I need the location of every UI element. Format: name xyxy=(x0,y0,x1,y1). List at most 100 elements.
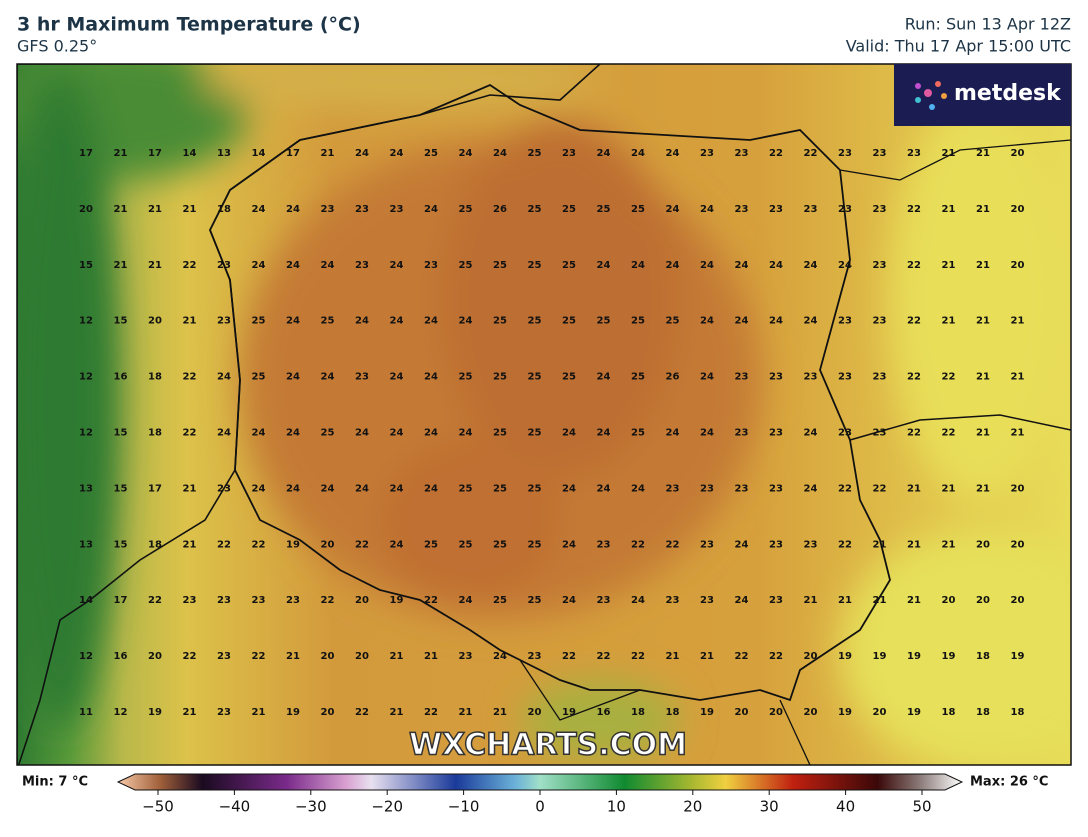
grid-value: 24 xyxy=(804,483,818,494)
grid-value: 25 xyxy=(493,260,507,271)
grid-value: 23 xyxy=(804,204,818,215)
grid-value: 23 xyxy=(735,204,749,215)
colorbar-tick-label: 10 xyxy=(607,798,626,816)
grid-value: 24 xyxy=(459,595,473,606)
grid-value: 21 xyxy=(148,260,162,271)
grid-value: 21 xyxy=(976,372,990,383)
grid-value: 15 xyxy=(114,483,128,494)
grid-value: 14 xyxy=(183,148,197,159)
grid-value: 24 xyxy=(286,428,300,439)
grid-value: 24 xyxy=(252,428,266,439)
grid-value: 21 xyxy=(976,148,990,159)
grid-value: 22 xyxy=(735,651,749,662)
grid-value: 25 xyxy=(459,539,473,550)
grid-value: 21 xyxy=(666,651,680,662)
grid-value: 21 xyxy=(976,428,990,439)
grid-value: 24 xyxy=(700,204,714,215)
grid-value: 23 xyxy=(562,148,576,159)
grid-value: 24 xyxy=(390,260,404,271)
grid-value: 12 xyxy=(79,428,93,439)
grid-value: 18 xyxy=(1011,707,1025,718)
grid-value: 24 xyxy=(631,148,645,159)
title: 3 hr Maximum Temperature (°C) xyxy=(17,14,361,36)
grid-value: 24 xyxy=(355,148,369,159)
grid-value: 23 xyxy=(528,651,542,662)
grid-value: 24 xyxy=(424,204,438,215)
grid-value: 23 xyxy=(907,148,921,159)
grid-value: 24 xyxy=(217,428,231,439)
grid-value: 21 xyxy=(700,651,714,662)
grid-value: 22 xyxy=(631,651,645,662)
grid-value: 21 xyxy=(321,148,335,159)
grid-value: 20 xyxy=(1011,204,1025,215)
grid-value: 19 xyxy=(390,595,404,606)
grid-value: 25 xyxy=(528,428,542,439)
grid-value: 23 xyxy=(666,483,680,494)
grid-value: 24 xyxy=(321,483,335,494)
grid-value: 25 xyxy=(528,204,542,215)
grid-value: 24 xyxy=(390,428,404,439)
grid-value: 20 xyxy=(321,651,335,662)
grid-value: 23 xyxy=(183,595,197,606)
grid-value: 20 xyxy=(804,707,818,718)
grid-value: 25 xyxy=(459,204,473,215)
colorbar-tick-label: 0 xyxy=(535,798,545,816)
grid-value: 13 xyxy=(79,483,93,494)
grid-value: 21 xyxy=(873,595,887,606)
grid-value: 24 xyxy=(459,148,473,159)
grid-value: 23 xyxy=(700,539,714,550)
grid-value: 22 xyxy=(873,483,887,494)
grid-value: 26 xyxy=(493,204,507,215)
grid-value: 21 xyxy=(148,204,162,215)
grid-value: 22 xyxy=(183,372,197,383)
grid-value: 22 xyxy=(424,707,438,718)
grid-value: 20 xyxy=(942,595,956,606)
grid-value: 20 xyxy=(1011,148,1025,159)
grid-value: 25 xyxy=(528,539,542,550)
colorbar-tick-label: −30 xyxy=(295,798,327,816)
grid-value: 20 xyxy=(769,707,783,718)
grid-value: 23 xyxy=(355,260,369,271)
grid-value: 21 xyxy=(942,316,956,327)
grid-value: 19 xyxy=(700,707,714,718)
grid-value: 18 xyxy=(666,707,680,718)
grid-value: 24 xyxy=(562,483,576,494)
grid-value: 18 xyxy=(148,428,162,439)
grid-value: 24 xyxy=(217,372,231,383)
grid-value: 21 xyxy=(873,539,887,550)
grid-value: 23 xyxy=(666,595,680,606)
grid-value: 24 xyxy=(804,316,818,327)
logo-icon xyxy=(915,81,947,110)
grid-value: 23 xyxy=(355,372,369,383)
grid-value: 13 xyxy=(217,148,231,159)
grid-value: 22 xyxy=(769,651,783,662)
grid-value: 25 xyxy=(562,260,576,271)
grid-value: 15 xyxy=(114,316,128,327)
grid-value: 21 xyxy=(183,316,197,327)
grid-value: 25 xyxy=(528,372,542,383)
grid-value: 25 xyxy=(493,595,507,606)
grid-value: 19 xyxy=(873,651,887,662)
grid-value: 23 xyxy=(873,428,887,439)
grid-value: 19 xyxy=(562,707,576,718)
grid-value: 17 xyxy=(148,483,162,494)
grid-value: 25 xyxy=(631,204,645,215)
grid-value: 23 xyxy=(217,483,231,494)
grid-value: 21 xyxy=(390,651,404,662)
grid-value: 24 xyxy=(804,260,818,271)
grid-value: 21 xyxy=(424,651,438,662)
grid-value: 24 xyxy=(597,428,611,439)
grid-value: 23 xyxy=(769,204,783,215)
grid-value: 24 xyxy=(390,539,404,550)
grid-value: 23 xyxy=(286,595,300,606)
grid-value: 21 xyxy=(942,260,956,271)
grid-value: 23 xyxy=(700,148,714,159)
grid-value: 21 xyxy=(976,204,990,215)
grid-value: 18 xyxy=(148,372,162,383)
grid-value: 24 xyxy=(390,316,404,327)
grid-value: 18 xyxy=(976,651,990,662)
grid-value: 25 xyxy=(528,483,542,494)
grid-value: 21 xyxy=(114,204,128,215)
watermark: WXCHARTS.COM xyxy=(409,728,687,763)
colorbar-tick-label: −10 xyxy=(448,798,480,816)
